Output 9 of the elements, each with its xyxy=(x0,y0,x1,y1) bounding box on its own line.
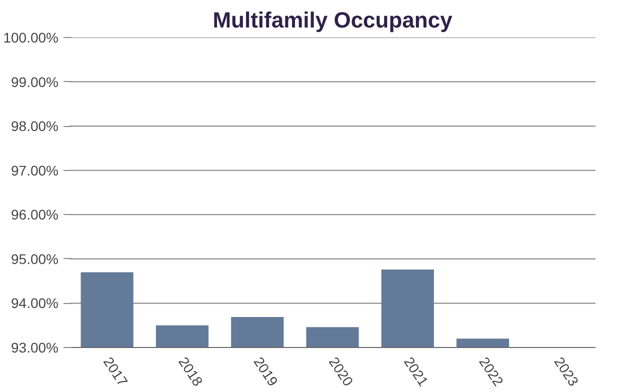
y-tick-label: 95.00% xyxy=(11,250,58,267)
y-tick-label: 94.00% xyxy=(11,295,58,312)
y-tick-label: 93.00% xyxy=(11,340,58,356)
y-tick-label: 99.00% xyxy=(11,74,58,90)
y-tick-label: 100.00% xyxy=(3,30,59,46)
chart-title: Multifamily Occupancy xyxy=(212,8,454,32)
y-tick-label: 98.00% xyxy=(11,118,58,134)
y-tick-label: 96.00% xyxy=(11,206,58,223)
y-tick-label: 97.00% xyxy=(11,162,58,178)
